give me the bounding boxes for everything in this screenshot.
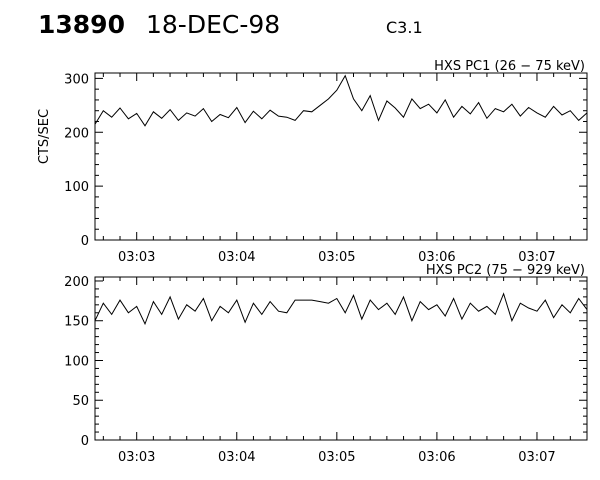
x-tick-label: 03:06 <box>418 450 455 465</box>
plot-frame-1 <box>94 72 588 241</box>
y-tick-label: 50 <box>72 394 89 409</box>
y-tick-label: 0 <box>81 434 89 449</box>
flare-date: 18-DEC-98 <box>146 10 281 39</box>
x-tick-label: 03:06 <box>418 250 455 265</box>
channel-label-1: HXS PC1 (26 − 75 keV) <box>434 59 585 74</box>
goes-class: C3.1 <box>386 18 423 37</box>
y-tick-label: 150 <box>64 315 89 330</box>
x-tick-label: 03:05 <box>318 450 355 465</box>
x-tick-label: 03:07 <box>518 450 555 465</box>
x-tick-label: 03:05 <box>318 250 355 265</box>
x-tick-label: 03:07 <box>518 250 555 265</box>
channel-label-2: HXS PC2 (75 − 929 keV) <box>426 263 585 278</box>
x-tick-label: 03:03 <box>118 250 155 265</box>
flare-number: 13890 <box>38 10 125 39</box>
y-axis-label: CTS/SEC <box>37 109 52 164</box>
x-tick-label: 03:03 <box>118 450 155 465</box>
plot-frame-2 <box>94 276 588 441</box>
series-line-2 <box>94 292 588 326</box>
series-line-1 <box>94 74 588 127</box>
y-tick-label: 100 <box>64 354 89 369</box>
y-tick-label: 200 <box>64 275 89 290</box>
y-tick-label: 100 <box>64 180 89 195</box>
x-tick-label: 03:04 <box>218 250 255 265</box>
x-tick-label: 03:04 <box>218 450 255 465</box>
y-tick-label: 0 <box>81 234 89 249</box>
y-tick-label: 300 <box>64 72 89 87</box>
y-tick-label: 200 <box>64 126 89 141</box>
